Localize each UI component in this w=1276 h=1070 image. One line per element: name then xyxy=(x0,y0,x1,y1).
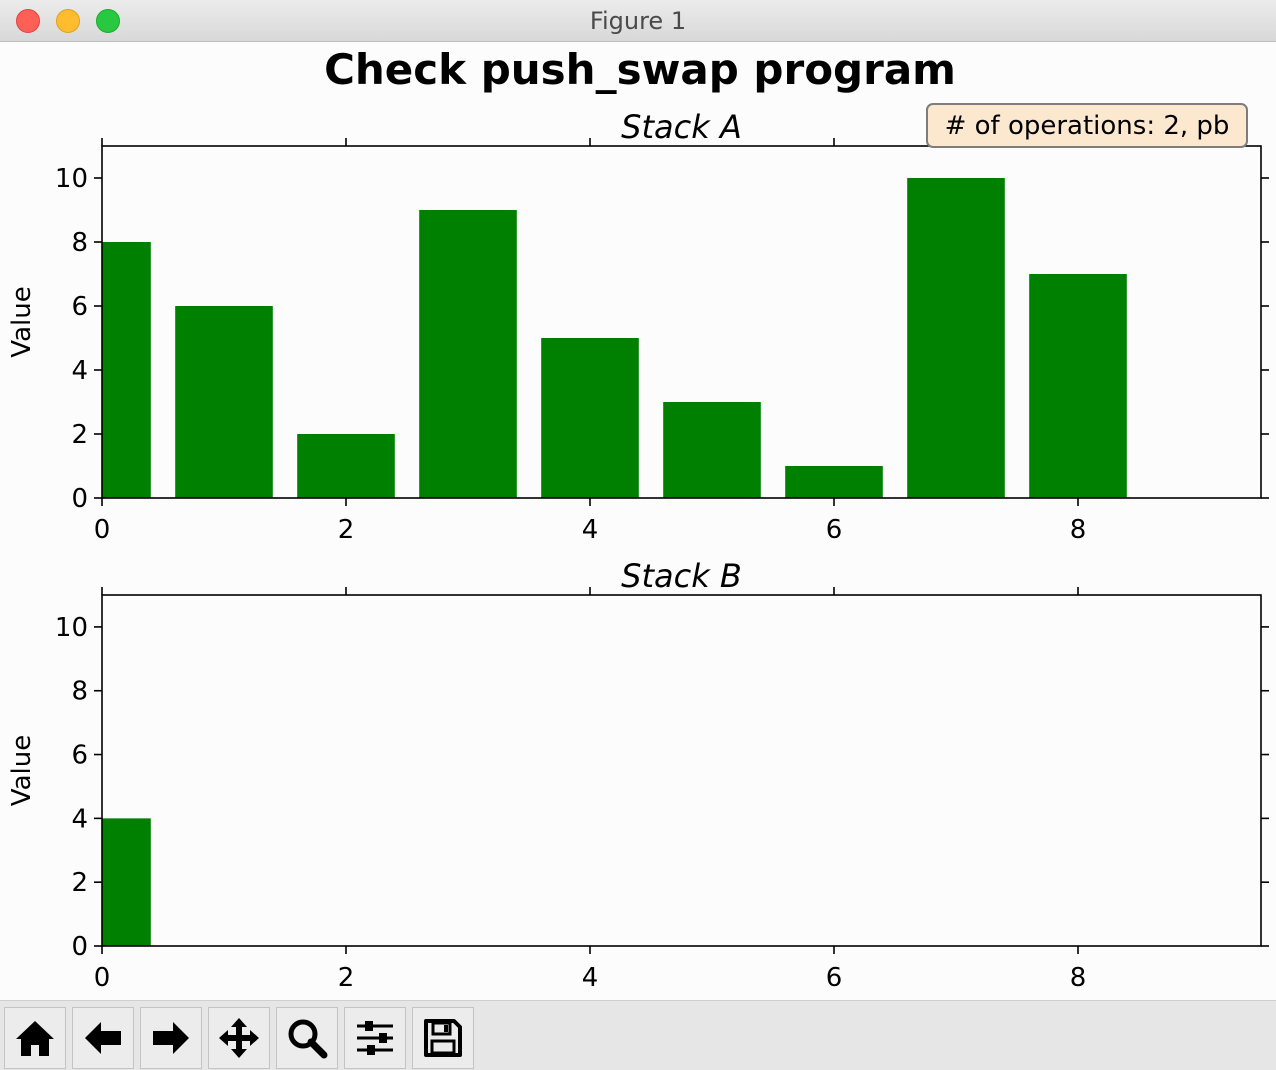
y-tick-label: 8 xyxy=(71,677,88,707)
figure-title: Check push_swap program xyxy=(324,45,956,94)
subplot-1: 0 2 4 6 8 0 2 4 6 8 10 Stack A Value xyxy=(7,108,1269,545)
zoom-window-button[interactable] xyxy=(96,9,120,33)
x-tick-label: 4 xyxy=(582,515,599,545)
close-window-button[interactable] xyxy=(16,9,40,33)
y-tick-label: 4 xyxy=(71,804,88,834)
y-tick-label: 10 xyxy=(55,164,88,194)
y-tick-label: 0 xyxy=(71,932,88,962)
bar xyxy=(419,210,517,498)
x-tick-label: 6 xyxy=(826,963,843,993)
x-tick-label: 6 xyxy=(826,515,843,545)
y-tick-label: 10 xyxy=(55,613,88,643)
arrow-right-icon xyxy=(153,1022,189,1054)
x-tick-label: 4 xyxy=(582,963,599,993)
bar xyxy=(785,466,883,498)
x-tick-label: 0 xyxy=(94,515,111,545)
annotation-text: # of operations: 2, pb xyxy=(945,111,1230,141)
operations-annotation: # of operations: 2, pb xyxy=(926,103,1248,148)
minimize-window-button[interactable] xyxy=(56,9,80,33)
bar xyxy=(907,178,1005,498)
sliders-icon xyxy=(357,1021,393,1055)
forward-button[interactable] xyxy=(140,1007,202,1069)
y-axis-label: Value xyxy=(7,735,37,806)
back-button[interactable] xyxy=(72,1007,134,1069)
annotation-box xyxy=(926,103,1248,148)
bar xyxy=(102,818,151,946)
x-tick-label: 8 xyxy=(1070,515,1087,545)
arrow-left-icon xyxy=(85,1022,121,1054)
pan-button[interactable] xyxy=(208,1007,270,1069)
x-tick-label: 0 xyxy=(94,963,111,993)
y-axis-label: Value xyxy=(7,286,37,357)
x-tick-label: 8 xyxy=(1070,963,1087,993)
bar xyxy=(1029,274,1127,498)
y-tick-label: 4 xyxy=(71,356,88,386)
bar xyxy=(663,402,761,498)
y-tick-label: 6 xyxy=(71,292,88,322)
x-tick-label: 2 xyxy=(338,963,355,993)
axes-frame xyxy=(101,594,1262,947)
subplot-title: Stack A xyxy=(621,108,742,146)
navigation-toolbar xyxy=(0,1000,1276,1070)
home-icon xyxy=(16,1021,54,1056)
x-tick-label: 2 xyxy=(338,515,355,545)
y-tick-label: 6 xyxy=(71,741,88,771)
save-button[interactable] xyxy=(412,1007,474,1069)
subplot-title: Stack B xyxy=(621,557,742,595)
bar xyxy=(102,242,151,498)
floppy-disk-icon xyxy=(424,1019,462,1057)
bar xyxy=(175,306,273,498)
magnifier-icon xyxy=(288,1019,328,1059)
y-tick-label: 0 xyxy=(71,484,88,514)
y-tick-label: 2 xyxy=(71,420,88,450)
figure-canvas: Check push_swap program 0 2 4 6 8 0 2 4 6 8 10 Stack… xyxy=(7,45,1269,993)
configure-subplots-button[interactable] xyxy=(344,1007,406,1069)
home-button[interactable] xyxy=(4,1007,66,1069)
window-titlebar: Figure 1 xyxy=(0,0,1276,42)
axes-frame xyxy=(101,145,1262,499)
bar xyxy=(297,434,395,498)
y-tick-label: 2 xyxy=(71,868,88,898)
subplot-2: 0 2 4 6 8 0 2 4 6 8 10 Stack B Value xyxy=(7,557,1269,993)
y-tick-label: 8 xyxy=(71,228,88,258)
move-icon xyxy=(219,1018,259,1058)
zoom-button[interactable] xyxy=(276,1007,338,1069)
bar xyxy=(541,338,639,498)
window-title: Figure 1 xyxy=(589,7,687,35)
